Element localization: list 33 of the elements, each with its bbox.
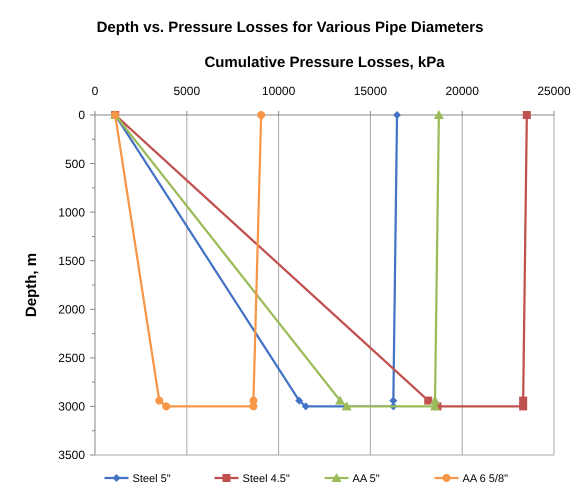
- point: [434, 110, 444, 119]
- x-tick-label: 0: [92, 84, 99, 98]
- y-tick-label: 2500: [58, 351, 86, 366]
- legend-label: Steel 4.5": [242, 472, 290, 485]
- y-tick-label: 1500: [58, 254, 86, 268]
- y-tick-label: 1000: [58, 205, 86, 220]
- x-tick-label: 15000: [354, 84, 388, 98]
- y-tick-label: 2000: [58, 302, 86, 316]
- point: [342, 401, 352, 410]
- point: [335, 396, 346, 405]
- point: [519, 402, 528, 410]
- legend-label: Steel 5": [132, 472, 171, 485]
- x-tick-label: 20000: [446, 84, 480, 98]
- point: [257, 111, 266, 119]
- point: [155, 396, 164, 405]
- point: [295, 396, 304, 405]
- x-tick-label: 5000: [173, 84, 200, 98]
- y-tick-label: 0: [78, 108, 86, 122]
- point: [393, 111, 402, 119]
- legend-label: AA 6 5/8": [462, 472, 508, 485]
- legend-label: AA 5": [352, 472, 380, 485]
- y-tick-label: 500: [64, 156, 86, 171]
- x-tick-label: 25000: [537, 84, 572, 98]
- chart-title: Depth vs. Pressure Losses for Various Pipe Diameters: [96, 19, 484, 36]
- point: [522, 111, 531, 119]
- y-tick-label: 3000: [58, 400, 86, 414]
- point: [302, 402, 310, 410]
- point: [424, 396, 432, 405]
- x-tick-label: 10000: [262, 84, 296, 98]
- y-tick-label: 3500: [58, 448, 86, 462]
- x-axis-title: Cumulative Pressure Losses, kPa: [204, 54, 446, 71]
- point: [162, 402, 170, 410]
- y-axis-title: Depth, m: [23, 252, 40, 318]
